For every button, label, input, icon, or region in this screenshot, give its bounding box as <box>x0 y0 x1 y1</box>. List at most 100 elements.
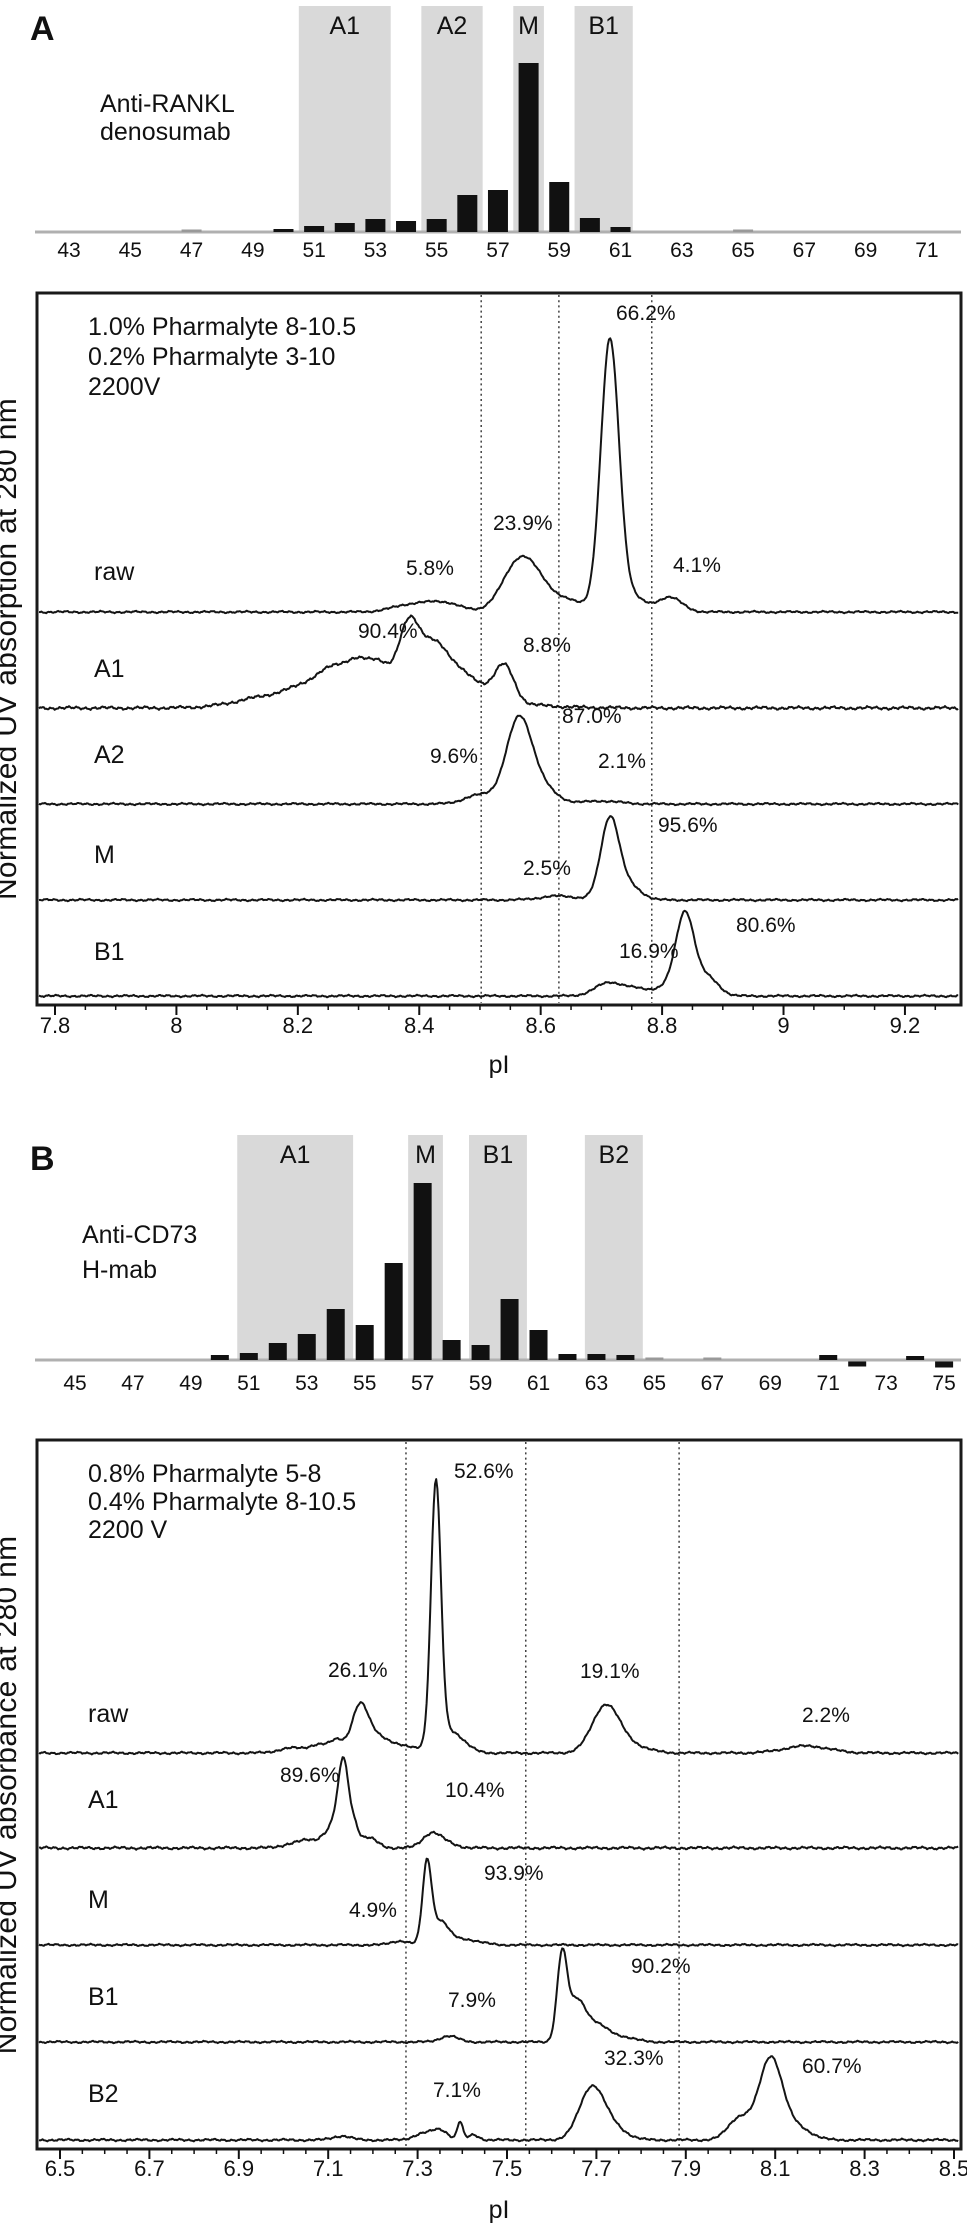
fraction-axis-label: 43 <box>57 239 80 262</box>
plot-box <box>35 1438 963 2151</box>
peak-annotation: 80.6% <box>736 914 796 937</box>
trace-path-M <box>38 1857 959 1948</box>
fraction-axis-label: 71 <box>817 1372 840 1395</box>
plot-box <box>35 291 963 1007</box>
peak-annotation: 89.6% <box>280 1764 340 1787</box>
trace-path-raw <box>38 337 959 615</box>
peak-annotation: 2.1% <box>598 750 646 773</box>
peak-annotation: 7.1% <box>433 2079 481 2102</box>
peak-annotation: 4.9% <box>349 1899 397 1922</box>
peak-annotation: 9.6% <box>430 745 478 768</box>
fraction-bar <box>384 1263 403 1360</box>
trace-group <box>38 1478 959 2143</box>
fraction-axis-label: 45 <box>119 239 142 262</box>
peak-annotation: 90.4% <box>358 620 418 643</box>
fraction-bar <box>273 229 294 232</box>
fraction-axis-label: 51 <box>237 1372 260 1395</box>
fraction-bar <box>935 1361 954 1368</box>
fraction-bar <box>268 1343 287 1360</box>
pool-band-label: A1 <box>329 12 360 40</box>
x-tick-label: 8.4 <box>404 1013 435 1038</box>
trace-path-raw <box>38 1478 959 1756</box>
pool-band-label: M <box>518 12 539 40</box>
sample-name-line: Anti-RANKL <box>100 90 235 118</box>
trace-label: A2 <box>94 741 125 769</box>
fraction-bar <box>210 1355 229 1360</box>
peak-annotation: 66.2% <box>616 302 676 325</box>
fraction-bar <box>518 63 539 232</box>
fraction-axis-label: 49 <box>179 1372 202 1395</box>
peak-annotation: 90.2% <box>631 1955 691 1978</box>
pool-band-label: B2 <box>599 1141 630 1169</box>
peak-annotation: 2.2% <box>802 1704 850 1727</box>
x-tick-label: 8.2 <box>283 1013 314 1038</box>
peak-annotation: 2.5% <box>523 857 571 880</box>
fraction-bar <box>471 1345 490 1360</box>
conditions-line: 2200V <box>88 373 161 401</box>
fraction-bar <box>500 1299 519 1360</box>
fraction-axis-label: 45 <box>63 1372 86 1395</box>
fraction-axis-label: 53 <box>295 1372 318 1395</box>
fraction-bar <box>396 221 417 232</box>
x-tick-label: 8.8 <box>647 1013 678 1038</box>
fraction-bar <box>365 219 386 232</box>
fraction-axis-label: 67 <box>701 1372 724 1395</box>
x-tick-label: 9.2 <box>890 1013 921 1038</box>
fraction-axis-label: 63 <box>670 239 693 262</box>
fraction-bar <box>848 1361 867 1367</box>
pool-band-label: B1 <box>483 1141 514 1169</box>
fraction-bar <box>442 1340 461 1360</box>
panel-letter: A <box>30 10 55 48</box>
fraction-bar <box>181 229 202 232</box>
x-tick-label: 8.5 <box>939 2156 967 2181</box>
x-tick-label: 9 <box>777 1013 789 1038</box>
trace-label: raw <box>94 558 135 586</box>
fraction-bar <box>413 1183 432 1360</box>
x-tick-label: 7.5 <box>492 2156 523 2181</box>
fraction-axis-label: 67 <box>793 239 816 262</box>
pool-band-b1 <box>574 6 633 232</box>
conditions-line: 1.0% Pharmalyte 8-10.5 <box>88 313 356 341</box>
trace-label: A1 <box>94 655 125 683</box>
fraction-bar <box>334 223 355 232</box>
fraction-axis-label: 57 <box>411 1372 434 1395</box>
fraction-bar <box>426 219 447 232</box>
fraction-bar <box>297 1334 316 1360</box>
fraction-axis-label: 65 <box>643 1372 666 1395</box>
fraction-bar <box>487 190 508 232</box>
fraction-axis-label: 59 <box>469 1372 492 1395</box>
peak-annotation: 60.7% <box>802 2055 862 2078</box>
fraction-bar <box>355 1325 374 1360</box>
conditions-line: 0.4% Pharmalyte 8-10.5 <box>88 1488 356 1516</box>
trace-path-B2 <box>38 2055 959 2143</box>
trace-label: A1 <box>88 1786 119 1814</box>
peak-annotation: 8.8% <box>523 634 571 657</box>
fraction-bar <box>529 1330 548 1360</box>
fraction-axis-label: 51 <box>302 239 325 262</box>
x-tick-label: 6.9 <box>224 2156 255 2181</box>
fraction-axis-label: 53 <box>364 239 387 262</box>
fraction-bar <box>610 227 631 232</box>
fraction-bar <box>587 1354 606 1360</box>
peak-annotation: 7.9% <box>448 1989 496 2012</box>
peak-annotation: 10.4% <box>445 1779 505 1802</box>
fraction-axis-label: 47 <box>180 239 203 262</box>
trace-path-M <box>38 815 959 903</box>
fraction-bar <box>239 1353 258 1360</box>
trace-label: M <box>88 1886 109 1914</box>
peak-annotation: 52.6% <box>454 1460 514 1483</box>
fraction-bar <box>645 1357 664 1360</box>
fraction-axis-label: 47 <box>121 1372 144 1395</box>
peak-annotation: 87.0% <box>562 705 622 728</box>
fraction-axis-label: 61 <box>609 239 632 262</box>
trace-label: M <box>94 841 115 869</box>
trace-label: B1 <box>94 938 125 966</box>
peak-annotation: 93.9% <box>484 1862 544 1885</box>
fraction-bar <box>703 1357 722 1360</box>
trace-group <box>38 337 959 999</box>
pool-band-label: A2 <box>437 12 468 40</box>
pool-band-a2 <box>421 6 483 232</box>
trace-path-A2 <box>38 714 959 807</box>
